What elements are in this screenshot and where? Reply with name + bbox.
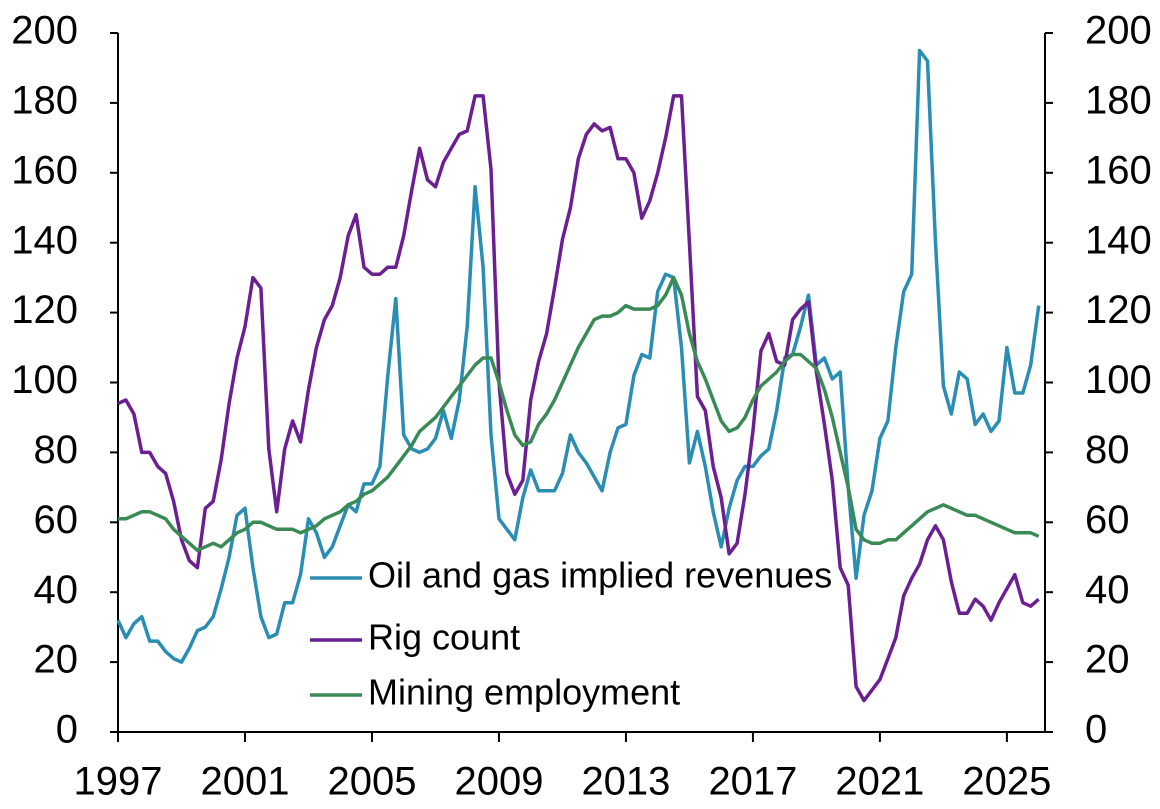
y2-tick-label: 40 [1085,568,1130,612]
y-tick-label: 20 [34,638,79,682]
y-tick-label: 0 [56,708,78,752]
y2-tick-label: 20 [1085,638,1130,682]
y2-tick-label: 120 [1085,288,1152,332]
y-tick-label: 60 [34,498,79,542]
series-line [116,48,1041,664]
y2-tick-label: 200 [1085,9,1152,53]
y-tick-label: 180 [11,78,78,122]
x-tick-label: 2013 [581,760,670,804]
y-tick-label: 160 [11,148,78,192]
y-tick-label: 140 [11,218,78,262]
y-tick-label: 120 [11,288,78,332]
y2-tick-label: 0 [1085,708,1107,752]
x-tick-label: 2001 [200,760,289,804]
y-tick-label: 100 [11,358,78,402]
x-tick-label: 1997 [74,760,163,804]
legend-label: Mining employment [368,672,680,713]
series-line [118,275,1040,553]
series-line [117,94,1040,703]
y2-tick-label: 180 [1085,78,1152,122]
y-tick-label: 40 [34,568,79,612]
x-tick-label: 2017 [708,760,797,804]
x-tick-label: 2021 [835,760,924,804]
x-tick-label: 2005 [327,760,416,804]
y2-tick-label: 160 [1085,148,1152,192]
y-tick-label: 200 [11,9,78,53]
legend-label: Rig count [368,617,520,658]
y-tick-label: 80 [34,428,79,472]
x-tick-label: 2009 [454,760,543,804]
y2-tick-label: 60 [1085,498,1130,542]
legend-label: Oil and gas implied revenues [368,555,832,596]
y2-tick-label: 140 [1085,218,1152,262]
y2-tick-label: 80 [1085,428,1130,472]
x-tick-label: 2025 [962,760,1051,804]
y2-tick-label: 100 [1085,358,1152,402]
